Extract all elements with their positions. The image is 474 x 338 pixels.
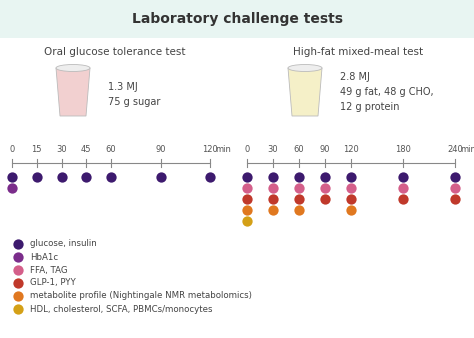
Text: 60: 60 xyxy=(294,145,304,154)
Text: glucose, insulin: glucose, insulin xyxy=(30,240,97,248)
Point xyxy=(451,196,459,202)
Text: Laboratory challenge tests: Laboratory challenge tests xyxy=(131,12,343,26)
Point xyxy=(243,218,251,224)
Point xyxy=(8,185,16,191)
Text: 2.8 MJ
49 g fat, 48 g CHO,
12 g protein: 2.8 MJ 49 g fat, 48 g CHO, 12 g protein xyxy=(340,72,434,112)
Text: 180: 180 xyxy=(395,145,411,154)
Point xyxy=(269,174,277,180)
Point xyxy=(269,207,277,213)
Point xyxy=(295,207,303,213)
Text: 30: 30 xyxy=(56,145,67,154)
Text: 15: 15 xyxy=(31,145,42,154)
Point xyxy=(347,207,355,213)
Text: Oral glucose tolerance test: Oral glucose tolerance test xyxy=(44,47,186,57)
Text: min: min xyxy=(460,145,474,154)
Polygon shape xyxy=(56,68,90,116)
Text: High-fat mixed-meal test: High-fat mixed-meal test xyxy=(293,47,423,57)
Point xyxy=(243,185,251,191)
Point xyxy=(347,196,355,202)
Text: 1.3 MJ
75 g sugar: 1.3 MJ 75 g sugar xyxy=(108,82,160,107)
Point xyxy=(295,174,303,180)
Text: 30: 30 xyxy=(268,145,278,154)
Point xyxy=(82,174,90,180)
Point xyxy=(399,174,407,180)
Point xyxy=(295,185,303,191)
Text: 0: 0 xyxy=(9,145,15,154)
Text: FFA, TAG: FFA, TAG xyxy=(30,266,68,274)
Point xyxy=(58,174,65,180)
Point xyxy=(321,196,329,202)
Point xyxy=(243,196,251,202)
Text: 240: 240 xyxy=(447,145,463,154)
Point xyxy=(14,293,22,299)
Text: HbA1c: HbA1c xyxy=(30,252,58,262)
Point xyxy=(399,185,407,191)
Polygon shape xyxy=(288,68,322,116)
Text: 90: 90 xyxy=(155,145,166,154)
Point xyxy=(243,207,251,213)
Point xyxy=(33,174,41,180)
Point xyxy=(347,185,355,191)
Text: 45: 45 xyxy=(81,145,91,154)
Point xyxy=(451,174,459,180)
Point xyxy=(269,185,277,191)
Point xyxy=(14,241,22,247)
Point xyxy=(321,185,329,191)
Text: 120: 120 xyxy=(343,145,359,154)
Text: min: min xyxy=(215,145,231,154)
FancyBboxPatch shape xyxy=(0,0,474,38)
Point xyxy=(321,174,329,180)
Point xyxy=(451,185,459,191)
Text: 90: 90 xyxy=(320,145,330,154)
Point xyxy=(243,174,251,180)
Point xyxy=(14,254,22,260)
Text: HDL, cholesterol, SCFA, PBMCs/monocytes: HDL, cholesterol, SCFA, PBMCs/monocytes xyxy=(30,305,212,314)
Text: metabolite profile (Nightingale NMR metabolomics): metabolite profile (Nightingale NMR meta… xyxy=(30,291,252,300)
Text: 60: 60 xyxy=(106,145,116,154)
Point xyxy=(347,174,355,180)
Ellipse shape xyxy=(56,65,90,72)
Point xyxy=(157,174,164,180)
Point xyxy=(14,267,22,273)
Point xyxy=(14,306,22,312)
Text: 0: 0 xyxy=(245,145,250,154)
Ellipse shape xyxy=(288,65,322,72)
Point xyxy=(206,174,214,180)
Text: 120: 120 xyxy=(202,145,218,154)
Text: GLP-1, PYY: GLP-1, PYY xyxy=(30,279,76,288)
Point xyxy=(107,174,115,180)
Point xyxy=(399,196,407,202)
Point xyxy=(295,196,303,202)
Point xyxy=(14,280,22,286)
Point xyxy=(269,196,277,202)
Point xyxy=(8,174,16,180)
